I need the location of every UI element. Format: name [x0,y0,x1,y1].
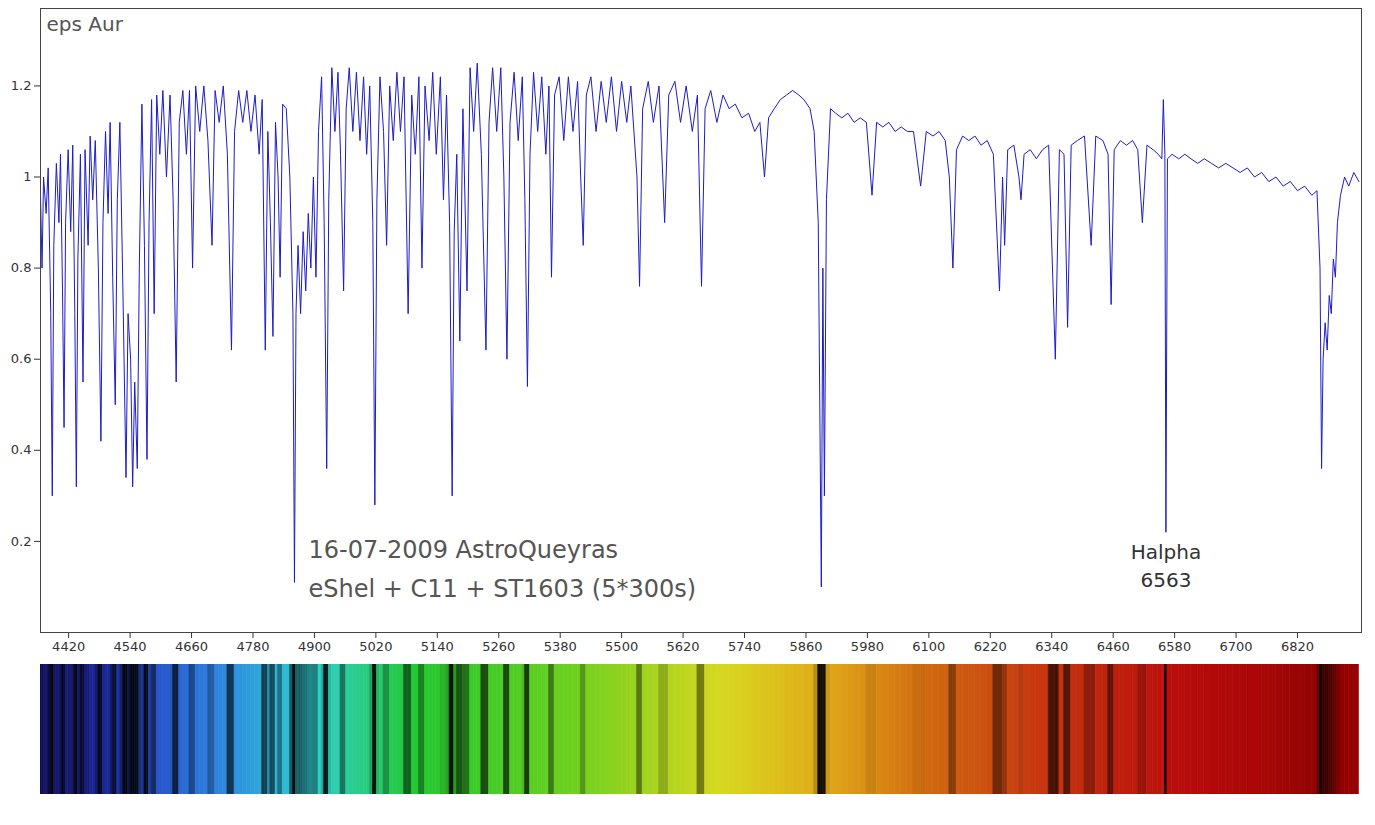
svg-text:5140: 5140 [421,639,454,654]
svg-text:6220: 6220 [974,639,1007,654]
svg-text:0.6: 0.6 [11,351,32,366]
svg-text:5500: 5500 [605,639,638,654]
svg-text:5860: 5860 [789,639,822,654]
svg-text:6563: 6563 [1140,568,1191,592]
svg-text:0.2: 0.2 [11,534,32,549]
svg-text:6460: 6460 [1097,639,1130,654]
svg-text:Halpha: Halpha [1131,540,1201,564]
svg-text:1: 1 [23,169,31,184]
svg-text:6580: 6580 [1158,639,1191,654]
svg-text:6100: 6100 [912,639,945,654]
svg-text:6340: 6340 [1035,639,1068,654]
svg-text:4780: 4780 [236,639,269,654]
svg-text:eps Aur: eps Aur [47,12,124,36]
svg-text:1.2: 1.2 [11,78,32,93]
svg-text:5020: 5020 [359,639,392,654]
svg-text:16-07-2009 AstroQueyraseShel +: 16-07-2009 AstroQueyraseShel + C11 + ST1… [309,536,697,602]
svg-text:6820: 6820 [1281,639,1314,654]
svg-text:5980: 5980 [851,639,884,654]
svg-text:4420: 4420 [52,639,85,654]
svg-text:4540: 4540 [114,639,147,654]
svg-text:5620: 5620 [667,639,700,654]
svg-text:0.4: 0.4 [11,442,32,457]
svg-text:5260: 5260 [482,639,515,654]
svg-text:4900: 4900 [298,639,331,654]
svg-text:4660: 4660 [175,639,208,654]
svg-text:6700: 6700 [1220,639,1253,654]
svg-text:0.8: 0.8 [11,260,32,275]
svg-text:5740: 5740 [728,639,761,654]
svg-text:5380: 5380 [544,639,577,654]
